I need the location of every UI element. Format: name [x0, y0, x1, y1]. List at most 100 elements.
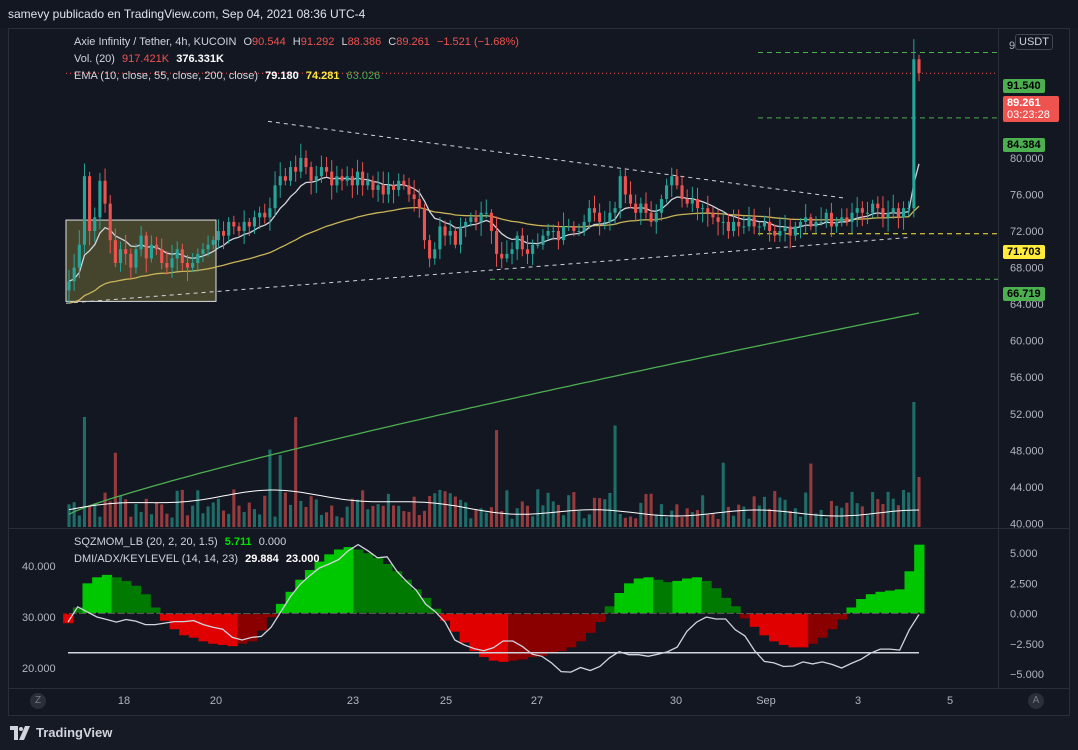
ohlc-change: −1.521 (−1.68%) [436, 36, 519, 48]
candle-body [412, 194, 416, 200]
candle-body [659, 199, 663, 213]
auto-scale-z-button[interactable]: Z [30, 693, 46, 709]
candle [118, 241, 123, 272]
momentum-bar [237, 613, 248, 644]
sqz-label[interactable]: SQZMOM_LB (20, 2, 20, 1.5) [74, 536, 218, 548]
candle [191, 253, 195, 273]
candle [165, 251, 169, 275]
squeeze-dot [917, 612, 921, 615]
level-tag-91540-text: 91.540 [1007, 80, 1041, 92]
volume-bar [361, 490, 365, 527]
price-axis-tick: 48.000 [1010, 445, 1044, 457]
momentum-bar [188, 613, 200, 638]
squeeze-dot [327, 612, 331, 615]
candle [752, 208, 756, 235]
candle [907, 200, 911, 217]
volume-bar [453, 496, 457, 527]
auto-scale-a-button[interactable]: A [1028, 693, 1044, 709]
volume-bar [417, 515, 421, 527]
squeeze-dot [356, 612, 360, 615]
momentum-bar [672, 580, 683, 614]
candle [82, 163, 86, 254]
candle [407, 177, 411, 202]
ema-label[interactable]: EMA (10, close, 55, close, 200, close) [74, 70, 259, 82]
candle [335, 165, 339, 193]
candle [211, 236, 215, 250]
axis-menu-label[interactable]: 9 [1009, 40, 1016, 52]
candle-body [515, 235, 519, 250]
candle-body [556, 231, 560, 241]
squeeze-dot [888, 612, 892, 615]
volume-bar [371, 505, 375, 527]
momentum-axis-tick: 0.000 [1010, 609, 1038, 621]
candle-body [562, 226, 566, 241]
momentum-bar [508, 613, 519, 661]
tradingview-brand: TradingView [36, 725, 113, 740]
candle-body [232, 221, 236, 227]
candle [88, 171, 92, 246]
candle-body [103, 180, 107, 204]
volume-bar [252, 509, 256, 527]
squeeze-dot [850, 612, 853, 615]
candle-body [397, 180, 401, 190]
candle-body [108, 203, 112, 241]
squeeze-dot [705, 612, 708, 615]
volume-bar [191, 505, 195, 527]
candle-body [134, 249, 138, 268]
currency-button[interactable]: USDT [1015, 34, 1053, 50]
candle [222, 221, 226, 250]
ohlc-open-value: 90.544 [252, 36, 286, 48]
candle [381, 171, 385, 204]
tradingview-logo[interactable]: TradingView [10, 716, 112, 750]
candle [562, 212, 566, 245]
candle [829, 202, 833, 237]
momentum-bar [653, 579, 664, 614]
candle [876, 196, 880, 218]
squeeze-dot [105, 612, 108, 615]
candle [865, 201, 870, 225]
squeeze-dot [821, 612, 824, 615]
dmi-value: 29.884 [245, 553, 279, 565]
time-axis-tick: 18 [118, 695, 130, 707]
momentum-bar [527, 613, 538, 658]
squeeze-dot [656, 612, 660, 615]
time-axis-tick: 20 [210, 695, 222, 707]
momentum-bar [391, 571, 403, 614]
squeeze-dot [598, 612, 602, 615]
candle-body [242, 221, 246, 232]
candle [809, 213, 813, 231]
volume-label[interactable]: Vol. (20) [74, 53, 115, 65]
momentum-bar [517, 613, 528, 660]
candle [603, 210, 607, 230]
candle-body [129, 253, 133, 268]
momentum-bar [372, 557, 383, 614]
candle [732, 209, 736, 237]
dmi-axis-tick: 40.000 [22, 561, 56, 573]
candle [500, 241, 504, 269]
candle [227, 217, 231, 244]
candle [680, 176, 684, 208]
candle [443, 220, 447, 246]
ema55-line [68, 205, 920, 304]
volume-bar [742, 506, 746, 527]
dmi-label[interactable]: DMI/ADX/KEYLEVEL (14, 14, 23) [74, 553, 239, 565]
volume-bar [67, 504, 71, 527]
candle-body [582, 221, 586, 232]
volume-bar [185, 515, 190, 527]
volume-bar [551, 501, 555, 527]
volume-bar [103, 492, 107, 527]
candle [448, 220, 452, 245]
volume-bar [273, 516, 277, 527]
candle-body [155, 244, 159, 250]
candle [412, 180, 416, 212]
symbol-title[interactable]: Axie Infinity / Tether, 4h, KUCOIN [74, 36, 237, 48]
candle [598, 203, 602, 236]
candle [855, 196, 859, 227]
squeeze-dot [521, 612, 524, 615]
candle [155, 236, 159, 255]
momentum-bar [140, 594, 151, 614]
candle-body [654, 212, 658, 222]
volume-bar [680, 517, 684, 527]
candle [881, 196, 885, 228]
